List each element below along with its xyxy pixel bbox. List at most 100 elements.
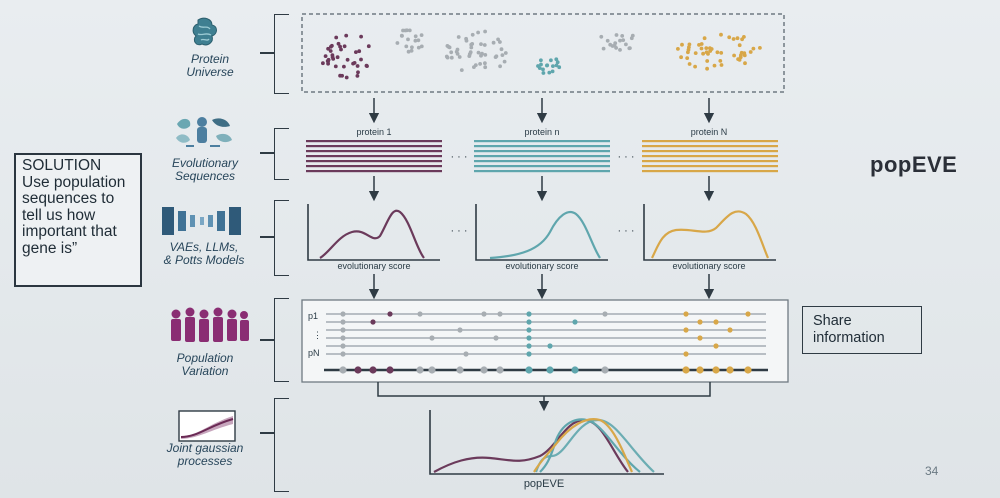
cluster-point: [735, 36, 740, 41]
cluster-point: [483, 65, 488, 70]
cluster-point: [413, 34, 418, 39]
cluster-point: [482, 43, 487, 47]
cluster-point: [686, 50, 690, 55]
cluster-point: [449, 55, 454, 60]
cluster-point: [541, 67, 545, 72]
cluster-point: [470, 32, 475, 37]
cluster-point: [321, 61, 325, 66]
population-icon: [171, 307, 249, 342]
bracket-stub-1: [260, 52, 274, 54]
row-label-population-variation: Population Variation: [176, 351, 234, 378]
popeve-distribution-plot: [429, 410, 664, 475]
solution-box: SOLUTION Use population sequences to tel…: [14, 153, 142, 287]
variant-dot: [547, 343, 553, 349]
cluster-point: [356, 70, 360, 75]
cluster-point: [550, 69, 555, 74]
cluster-point: [551, 64, 555, 68]
cluster-point: [336, 41, 341, 46]
cluster-point: [709, 47, 714, 51]
variant-dot: [340, 319, 346, 325]
cluster-point: [693, 51, 698, 55]
aggregate-dot: [601, 366, 609, 374]
sequence-line: [642, 170, 778, 173]
cluster-point: [326, 57, 331, 62]
cluster-point: [355, 74, 360, 78]
ellipsis-seq-2: · · ·: [617, 151, 634, 163]
sequence-line: [642, 150, 778, 153]
cluster-point: [502, 59, 507, 64]
variant-dot: [526, 327, 532, 333]
aggregate-dot: [480, 366, 488, 374]
sequence-line: [306, 165, 442, 168]
variant-dot: [683, 327, 689, 333]
cluster-point: [693, 64, 697, 69]
cluster-point: [480, 51, 484, 56]
cluster-point: [355, 64, 360, 68]
cluster-point: [605, 38, 610, 43]
share-information-text: Share information: [813, 313, 885, 346]
cluster-point: [456, 35, 461, 39]
bracket-protein-universe: [274, 14, 289, 94]
cluster-point: [476, 30, 480, 35]
cluster-point: [334, 35, 339, 40]
cluster-point: [620, 34, 625, 38]
gaussian-process-icon: [178, 410, 236, 442]
cluster-point: [457, 55, 462, 59]
cluster-point: [614, 33, 619, 37]
variant-dot: [340, 335, 346, 341]
variant-dot: [697, 335, 703, 341]
bracket-stub-5: [260, 432, 274, 434]
sequence-line: [306, 150, 442, 153]
merge-connector: [377, 382, 711, 397]
cluster-point: [357, 49, 362, 54]
cluster-point: [676, 47, 680, 51]
cluster-point: [699, 46, 704, 51]
cluster-point: [476, 50, 481, 55]
cluster-point: [342, 44, 347, 49]
bracket-joint-gp: [274, 398, 289, 492]
cluster-point: [629, 36, 634, 41]
cluster-point: [483, 53, 488, 57]
population-dots-vertical: ⋮: [313, 330, 322, 340]
cluster-point: [333, 64, 338, 69]
cluster-point: [405, 28, 409, 33]
cluster-point: [743, 61, 747, 66]
sequence-line: [306, 140, 442, 143]
cluster-point: [627, 46, 632, 51]
cluster-point: [469, 45, 474, 50]
variant-dot: [727, 327, 733, 333]
cluster-point: [547, 70, 552, 75]
cluster-point: [479, 42, 483, 46]
cluster-point: [687, 42, 692, 47]
cluster-point: [549, 58, 553, 63]
score-plot-n: [475, 204, 608, 261]
aggregate-dot: [339, 366, 347, 374]
cluster-point: [618, 48, 622, 52]
cluster-point: [340, 73, 344, 78]
aggregate-dot: [354, 366, 362, 374]
sequence-line: [474, 140, 610, 143]
population-label-p1: p1: [308, 311, 318, 321]
protein-label-1: protein 1: [356, 127, 391, 137]
sequence-line: [306, 160, 442, 163]
cluster-point: [705, 66, 709, 71]
sequence-line: [474, 170, 610, 173]
cluster-point: [748, 50, 753, 54]
cluster-point: [328, 49, 333, 53]
cluster-point: [704, 50, 709, 55]
protein-icon: [192, 17, 217, 46]
cluster-point: [459, 68, 464, 72]
variant-dot: [463, 351, 469, 357]
cluster-point: [351, 61, 355, 66]
cluster-point: [483, 61, 487, 66]
variant-dot: [745, 311, 751, 317]
bracket-stub-2: [260, 152, 274, 154]
variant-dot: [683, 351, 689, 357]
bracket-evolutionary-sequences: [274, 128, 289, 180]
cluster-point: [739, 53, 743, 58]
cluster-point: [445, 44, 450, 48]
cluster-point: [718, 59, 723, 63]
cluster-point: [499, 47, 504, 52]
aggregate-dot: [496, 366, 504, 374]
